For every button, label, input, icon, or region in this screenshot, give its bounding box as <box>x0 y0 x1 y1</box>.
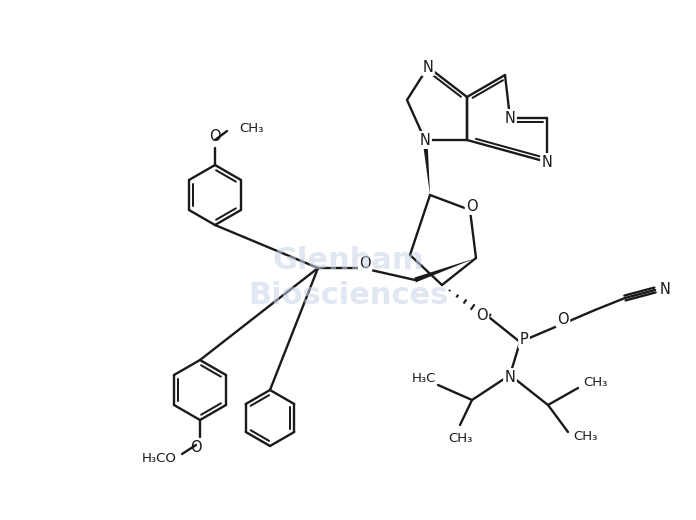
Text: O: O <box>557 311 569 327</box>
Text: N: N <box>420 133 430 148</box>
Text: O: O <box>359 255 371 270</box>
Text: CH₃: CH₃ <box>239 122 263 135</box>
Text: O: O <box>476 307 488 322</box>
Text: O: O <box>466 199 478 214</box>
Text: N: N <box>660 282 670 297</box>
Text: CH₃: CH₃ <box>583 375 608 388</box>
Text: CH₃: CH₃ <box>448 432 472 445</box>
Text: N: N <box>505 111 516 125</box>
Text: H₃CO: H₃CO <box>142 451 177 464</box>
Text: N: N <box>422 59 434 74</box>
Text: H₃C: H₃C <box>411 372 436 385</box>
Text: CH₃: CH₃ <box>573 431 597 444</box>
Text: N: N <box>541 154 553 170</box>
Text: O: O <box>190 440 202 455</box>
Text: O: O <box>209 129 221 144</box>
Polygon shape <box>414 258 476 282</box>
Text: Glenham
Biosciences: Glenham Biosciences <box>248 245 448 310</box>
Polygon shape <box>422 140 430 195</box>
Text: N: N <box>505 370 516 384</box>
Text: P: P <box>520 332 528 347</box>
